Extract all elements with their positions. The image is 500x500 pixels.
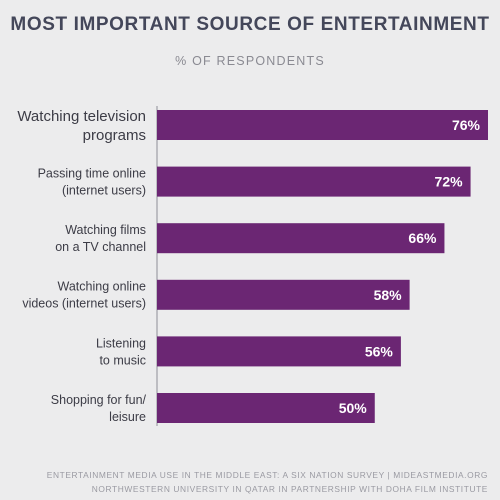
bar-1 — [157, 166, 471, 197]
bar-value-label-4: 56% — [365, 343, 394, 359]
category-label-3: Watching online videos (internet users) — [22, 280, 146, 311]
category-label-0: Watching television programs — [17, 108, 146, 144]
source-footer-line-2: NORTHWESTERN UNIVERSITY IN QATAR IN PART… — [91, 484, 488, 494]
chart-subtitle: % OF RESPONDENTS — [175, 54, 325, 68]
bar-value-label-3: 58% — [374, 287, 403, 303]
bar-value-label-5: 50% — [339, 400, 368, 416]
category-label-5: Shopping for fun/leisure — [51, 393, 147, 424]
bar-0 — [157, 110, 488, 140]
bar-5 — [157, 393, 375, 423]
bar-2 — [157, 223, 445, 254]
category-label-4: Listening to music — [96, 336, 146, 367]
category-label-1: Passing time online (internet users) — [38, 166, 146, 197]
bar-value-label-1: 72% — [435, 174, 464, 190]
bar-4 — [157, 336, 401, 367]
chart-title: MOST IMPORTANT SOURCE OF ENTERTAINMENT — [10, 14, 490, 35]
bar-3 — [157, 279, 410, 310]
bar-value-label-0: 76% — [452, 117, 481, 133]
category-label-2: Watching films on a TV channel — [55, 223, 146, 254]
bar-value-label-2: 66% — [408, 230, 437, 246]
source-footer-line-1: ENTERTAINMENT MEDIA USE IN THE MIDDLE EA… — [46, 470, 488, 480]
